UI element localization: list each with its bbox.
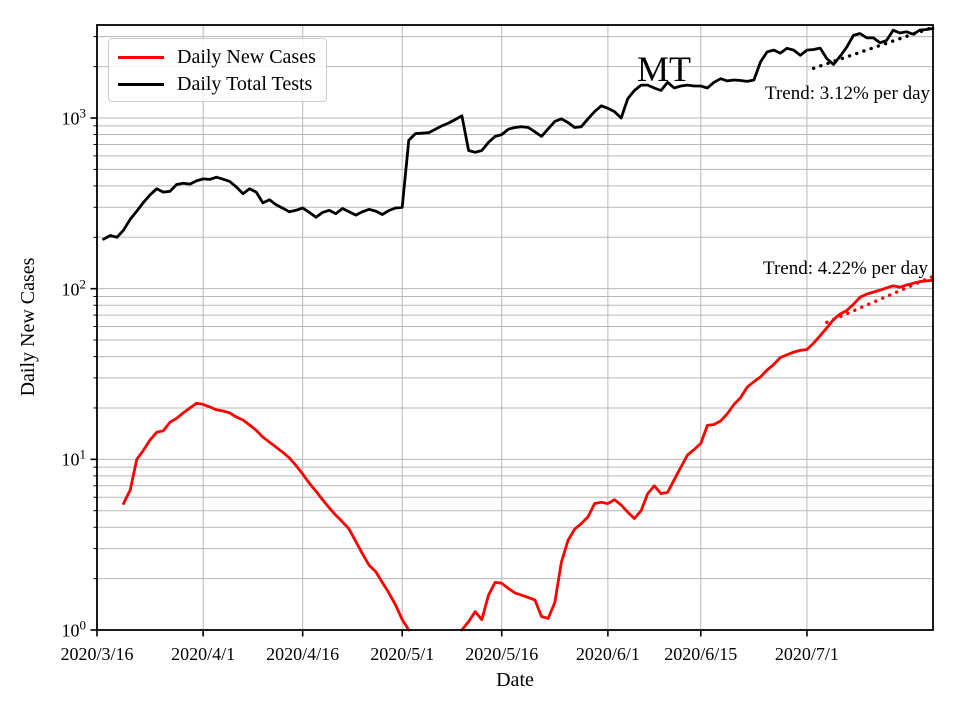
line-daily-total-tests [102, 27, 935, 241]
line-daily-new-cases [122, 401, 411, 632]
x-tick-label: 2020/7/1 [774, 644, 839, 664]
legend-item: Daily Total Tests [118, 71, 317, 98]
legend: Daily New Cases Daily Total Tests [108, 38, 327, 102]
legend-item: Daily New Cases [118, 44, 317, 71]
y-tick-label: 101 [61, 446, 87, 470]
tests-trend-annotation: Trend: 3.12% per day [765, 83, 930, 104]
trend-line-daily-total-tests [811, 25, 935, 70]
legend-line-sample [118, 83, 164, 86]
x-tick-label: 2020/4/16 [266, 644, 340, 664]
cases-trend-annotation: Trend: 4.22% per day [763, 258, 928, 279]
x-tick-label: 2020/6/15 [664, 644, 738, 664]
y-axis-label: Daily New Cases [17, 257, 39, 397]
y-tick-label: 100 [61, 617, 87, 641]
x-tick-label: 2020/5/1 [370, 644, 435, 664]
x-tick-label: 2020/4/1 [171, 644, 236, 664]
x-tick-label: 2020/6/1 [575, 644, 640, 664]
line-daily-new-cases [460, 278, 935, 632]
chart-title: MT [637, 49, 691, 89]
legend-label: Daily Total Tests [177, 73, 313, 95]
series-layer [102, 25, 935, 632]
y-tick-label: 103 [61, 105, 87, 129]
y-tick-label: 102 [61, 276, 87, 300]
legend-label: Daily New Cases [177, 46, 316, 68]
axes-spines [96, 24, 934, 631]
plot-border [96, 24, 934, 631]
legend-line-sample [118, 56, 164, 59]
x-tick-label: 2020/3/16 [60, 644, 134, 664]
x-axis-label: Date [496, 669, 534, 691]
x-tick-label: 2020/5/16 [465, 644, 539, 664]
tick-marks [90, 36, 808, 637]
grid [96, 25, 933, 631]
